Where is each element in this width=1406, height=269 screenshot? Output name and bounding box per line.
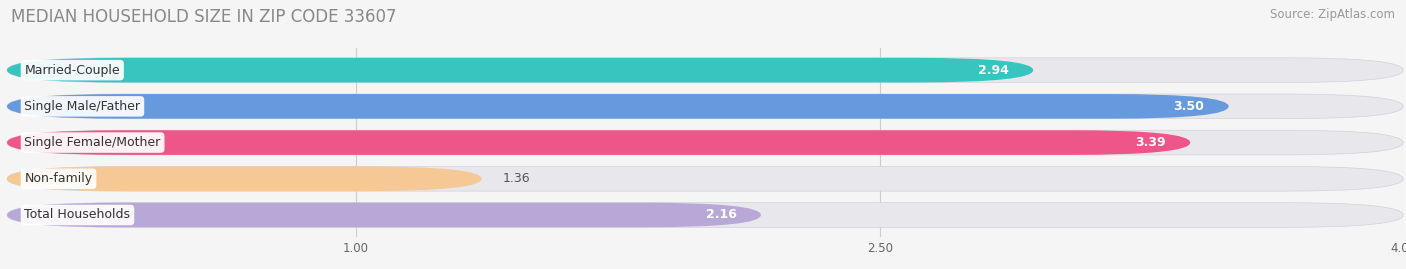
FancyBboxPatch shape: [7, 94, 1229, 119]
FancyBboxPatch shape: [7, 94, 1403, 119]
Text: 3.50: 3.50: [1174, 100, 1204, 113]
Text: Married-Couple: Married-Couple: [24, 64, 120, 77]
Text: Total Households: Total Households: [24, 208, 131, 221]
FancyBboxPatch shape: [7, 203, 761, 227]
FancyBboxPatch shape: [7, 167, 482, 191]
Text: 2.94: 2.94: [979, 64, 1008, 77]
FancyBboxPatch shape: [7, 130, 1191, 155]
Text: 1.36: 1.36: [503, 172, 530, 185]
FancyBboxPatch shape: [7, 130, 1403, 155]
Text: Source: ZipAtlas.com: Source: ZipAtlas.com: [1270, 8, 1395, 21]
FancyBboxPatch shape: [7, 167, 1403, 191]
FancyBboxPatch shape: [7, 58, 1033, 83]
Text: MEDIAN HOUSEHOLD SIZE IN ZIP CODE 33607: MEDIAN HOUSEHOLD SIZE IN ZIP CODE 33607: [11, 8, 396, 26]
Text: 3.39: 3.39: [1135, 136, 1166, 149]
FancyBboxPatch shape: [7, 203, 1403, 227]
Text: Single Female/Mother: Single Female/Mother: [24, 136, 160, 149]
Text: Single Male/Father: Single Male/Father: [24, 100, 141, 113]
Text: 2.16: 2.16: [706, 208, 737, 221]
Text: Non-family: Non-family: [24, 172, 93, 185]
FancyBboxPatch shape: [7, 58, 1403, 83]
